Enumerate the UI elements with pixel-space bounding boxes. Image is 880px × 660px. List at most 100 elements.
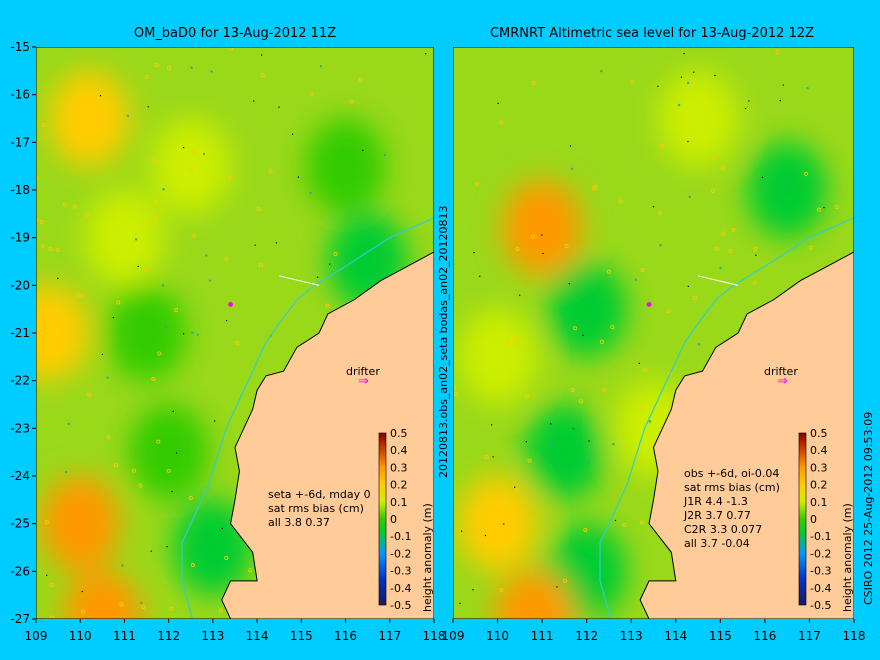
- right-annotation-line-5: C2R 3.3 0.077: [684, 523, 762, 536]
- obs-marker: [714, 246, 719, 251]
- left-anomaly-field: [36, 70, 408, 619]
- obs-marker: [261, 54, 263, 56]
- obs-marker: [140, 601, 143, 604]
- obs-marker: [491, 424, 493, 426]
- obs-marker: [612, 442, 615, 446]
- obs-marker: [383, 153, 386, 157]
- obs-marker: [775, 50, 780, 55]
- obs-marker: [755, 254, 757, 256]
- obs-marker: [196, 333, 199, 337]
- y-tick-label: -24: [10, 469, 30, 483]
- right-annotation-line-3: J1R 4.4 -1.3: [683, 495, 748, 508]
- obs-marker: [169, 606, 174, 611]
- anomaly-blob: [49, 70, 130, 167]
- obs-marker: [183, 147, 185, 149]
- obs-marker: [697, 343, 701, 346]
- obs-marker: [349, 99, 354, 104]
- obs-marker: [573, 326, 578, 331]
- right-anomaly-field: [457, 70, 828, 619]
- obs-marker: [67, 422, 70, 426]
- obs-marker: [753, 247, 758, 252]
- obs-marker: [256, 207, 261, 212]
- left-annotation-line-3: all 3.8 0.37: [268, 516, 330, 529]
- obs-marker: [144, 74, 149, 79]
- right-x-axis: 109 110 111 112 113 114 115 116 117 118: [442, 619, 865, 643]
- obs-marker: [834, 204, 839, 209]
- obs-marker: [710, 188, 715, 193]
- obs-marker: [162, 188, 165, 191]
- left-y-axis: -15 -16 -17 -18 -19 -20 -21 -22 -23 -24 -25 -26 -27: [10, 40, 36, 626]
- obs-marker: [167, 66, 172, 71]
- obs-marker: [224, 555, 229, 560]
- obs-marker: [728, 249, 733, 254]
- obs-marker: [461, 530, 463, 532]
- obs-marker: [317, 276, 319, 278]
- anomaly-blob: [150, 118, 231, 215]
- colorbar-tick-label: 0.1: [810, 496, 828, 509]
- obs-marker: [473, 251, 475, 254]
- obs-marker: [121, 564, 124, 567]
- obs-marker: [527, 458, 532, 463]
- obs-marker: [648, 420, 652, 423]
- obs-marker: [151, 377, 156, 382]
- obs-marker: [275, 242, 277, 244]
- left-annotation: seta +-6d, mday 0 sat rms bias (cm) all …: [268, 488, 371, 529]
- obs-marker: [208, 279, 212, 282]
- left-track-line: [279, 275, 320, 286]
- obs-marker: [515, 247, 520, 252]
- obs-marker: [48, 247, 53, 252]
- obs-marker: [309, 91, 314, 96]
- colorbar-tick-label: 0: [810, 513, 817, 526]
- obs-marker: [503, 523, 505, 525]
- right-drifter-label: drifter: [764, 365, 798, 378]
- colorbar-tick-label: -0.5: [810, 599, 831, 612]
- right-annotation-line-6: all 3.7 -0.04: [684, 537, 750, 550]
- obs-marker: [154, 216, 159, 221]
- obs-marker: [804, 171, 809, 176]
- colorbar-tick-label: -0.5: [390, 599, 411, 612]
- obs-marker: [116, 300, 121, 305]
- obs-marker: [172, 410, 174, 412]
- obs-marker: [425, 53, 427, 55]
- obs-marker: [687, 140, 689, 143]
- obs-marker: [578, 399, 583, 404]
- colorbar-tick-label: 0.4: [390, 444, 408, 457]
- obs-marker: [549, 443, 552, 446]
- obs-marker: [101, 353, 104, 356]
- anomaly-blob: [36, 285, 90, 381]
- obs-marker: [138, 483, 143, 488]
- colorbar-tick-label: 0.5: [390, 427, 408, 440]
- obs-marker: [382, 274, 386, 277]
- obs-marker: [221, 527, 223, 530]
- colorbar-tick-label: 0.1: [390, 496, 408, 509]
- obs-marker: [489, 528, 494, 533]
- obs-marker: [680, 76, 683, 78]
- obs-marker: [68, 144, 73, 149]
- obs-marker: [55, 248, 60, 253]
- obs-marker: [479, 275, 481, 277]
- obs-marker: [714, 74, 716, 77]
- x-tick-label: 110: [486, 629, 509, 643]
- obs-marker: [556, 586, 558, 588]
- x-tick-label: 116: [753, 629, 776, 643]
- x-tick-label: 118: [423, 629, 446, 643]
- right-annotation-line-4: J2R 3.7 0.77: [683, 509, 751, 522]
- right-annotation: obs +-6d, oi-0.04 sat rms bias (cm) J1R …: [683, 467, 780, 550]
- obs-marker: [497, 102, 499, 105]
- obs-marker: [137, 265, 139, 267]
- obs-marker: [81, 590, 83, 593]
- left-annotation-line-1: seta +-6d, mday 0: [268, 488, 371, 501]
- colorbar-tick-label: -0.4: [810, 582, 831, 595]
- obs-marker: [205, 254, 208, 257]
- obs-marker: [720, 166, 725, 171]
- obs-marker: [190, 563, 195, 568]
- obs-marker: [806, 86, 809, 90]
- left-annotation-line-2: sat rms bias (cm): [268, 502, 364, 515]
- y-tick-label: -22: [10, 374, 30, 388]
- obs-marker: [688, 195, 691, 199]
- obs-marker: [165, 326, 168, 329]
- obs-marker: [36, 176, 39, 181]
- colorbar-tick-label: -0.1: [390, 530, 411, 543]
- obs-marker: [297, 176, 299, 178]
- obs-marker: [459, 602, 461, 604]
